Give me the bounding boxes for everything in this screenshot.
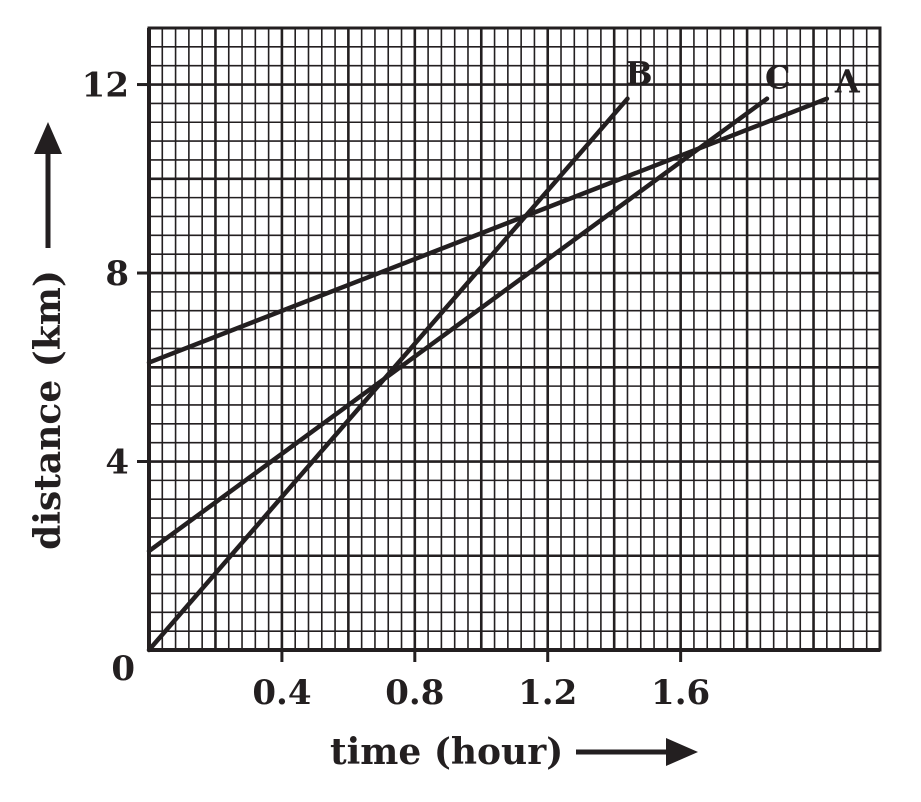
series-label-b: B	[625, 55, 652, 93]
series-label-a: A	[834, 63, 861, 101]
series-line-a	[146, 96, 830, 365]
grid	[149, 28, 880, 650]
y-axis-title: distance (km)	[27, 270, 69, 550]
x-axis-arrow-head	[666, 738, 698, 766]
x-axis-title: time (hour)	[330, 731, 563, 773]
series-line-c	[146, 96, 770, 554]
y-tick-label: 4	[105, 443, 129, 483]
series-lines	[146, 96, 830, 653]
x-tick-label: 0.4	[252, 673, 311, 713]
x-tick-label: 1.6	[651, 673, 710, 713]
x-tick-label: 0.8	[385, 673, 444, 713]
series-label-c: C	[765, 59, 790, 97]
y-tick-label: 12	[82, 66, 129, 106]
y-axis-arrow-head	[34, 122, 62, 154]
y-tick-label: 8	[105, 254, 129, 294]
x-tick-label: 1.2	[518, 673, 577, 713]
origin-label: 0	[111, 649, 135, 689]
chart-labels: 0.4 0.8 1.2 1.6 4 8 12 0 time (hour) distance (km…	[27, 55, 861, 773]
axes	[137, 26, 882, 662]
